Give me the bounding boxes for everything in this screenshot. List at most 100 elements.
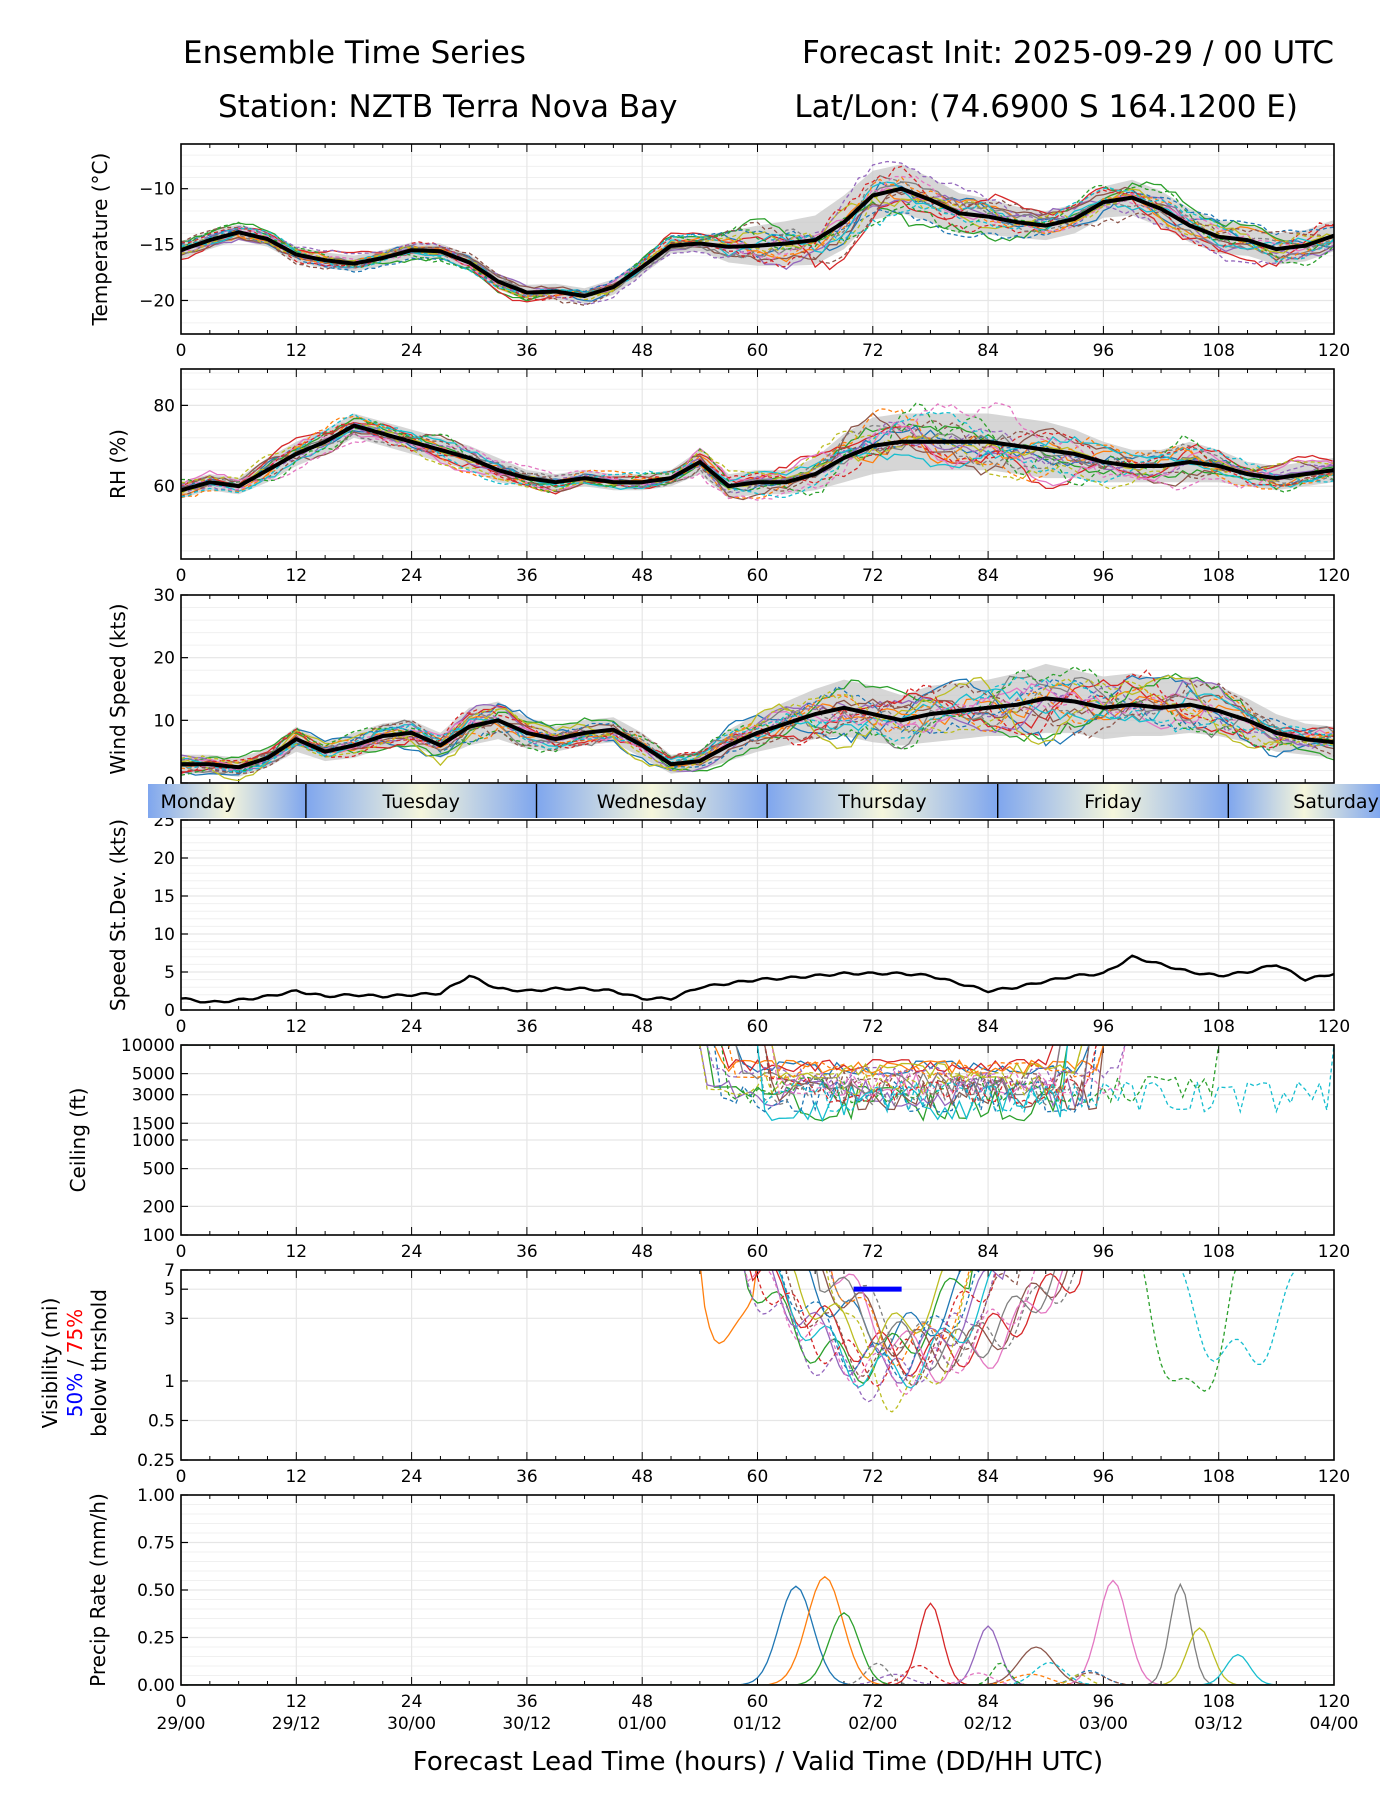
y-axis-label: Precip Rate (mm/h) [86,1493,110,1687]
x-tick-label: 96 [1093,1017,1115,1037]
y-tick-label: 0.25 [137,1629,175,1649]
x-tick-label: 60 [747,1017,769,1037]
x-tick-label: 24 [401,1692,423,1712]
member-line-16 [181,679,1334,775]
x-tick-label: 84 [977,341,999,361]
x-tick-label: 108 [1202,1017,1234,1037]
x-tick-label: 60 [747,1692,769,1712]
x-tick-label: 48 [631,1242,653,1262]
member-line-10 [181,181,1334,297]
x-tick-label: 120 [1318,1017,1350,1037]
member-line-14 [181,165,1334,302]
x-tick-label: 0 [176,1242,187,1262]
y-tick-label: 15 [153,887,175,907]
ceiling-member-line-20 [181,1045,1334,1114]
day-band-segment [767,784,998,818]
day-label-thursday: Thursday [837,791,926,813]
panel-border [180,594,1335,784]
x-valid-time-label: 01/12 [733,1714,782,1734]
x-tick-label: 12 [285,1242,307,1262]
x-tick-label: 24 [401,1017,423,1037]
x-tick-label: 48 [631,1467,653,1487]
x-valid-time-label: 03/00 [1079,1714,1128,1734]
precip-member-line-7 [181,1579,1334,1685]
x-tick-label: 24 [401,341,423,361]
plot-area [181,160,1334,306]
day-band-segment [148,784,306,818]
x-tick-label: 0 [176,1017,187,1037]
x-tick-label: 84 [977,1242,999,1262]
x-tick-label: 12 [285,1467,307,1487]
visibility-member-line-3 [743,1270,973,1385]
x-tick-label: 120 [1318,341,1350,361]
panel-visibility: 0.25 0.5 1 3 57 0 12 24 36 48 60 72 84 96 108 120 [137,1261,1350,1487]
x-tick-label: 108 [1202,566,1234,586]
x-tick-label: 96 [1093,1242,1115,1262]
y-tick-label: 10 [153,711,175,731]
x-tick-label: 48 [631,341,653,361]
title-left-line2: Station: NZTB Terra Nova Bay [218,89,678,125]
x-valid-time-label: 30/12 [502,1714,551,1734]
legend-50-percent: 50% [63,1373,87,1417]
y-tick-label: 7 [164,1261,175,1281]
y-tick-label: 3 [164,1309,175,1329]
ensemble-mean-line [181,696,1334,770]
x-tick-label: 24 [401,566,423,586]
legend-separator: / [63,1353,87,1372]
visibility-member-line-4 [749,1270,1084,1377]
y-tick-label: −20 [139,291,175,311]
x-tick-label: 72 [862,566,884,586]
member-line-20 [181,411,1334,499]
ceiling-member-line-13 [181,1045,1334,1105]
x-tick-label: 0 [176,341,187,361]
day-band-segment [536,784,768,818]
day-label-tuesday: Tuesday [382,791,460,813]
x-tick-label: 60 [747,566,769,586]
x-valid-time-label: 03/12 [1194,1714,1243,1734]
y-tick-label: 10000 [121,1036,175,1056]
x-tick-label: 36 [516,341,538,361]
plot-area [181,1575,1334,1685]
y-tick-label: 200 [143,1197,175,1217]
ensemble-spread-band [181,663,1334,777]
precip-member-line-1 [181,1585,1334,1685]
y-tick-label: 0 [164,1001,175,1021]
panel-border [180,1044,1335,1236]
plot-area [181,402,1334,501]
y-tick-label: 5000 [132,1065,175,1085]
visibility-ylabel: Visibility (mi) [38,1298,62,1429]
x-tick-label: 108 [1202,341,1234,361]
y-tick-label: 20 [153,849,175,869]
plot-area [181,663,1334,782]
visibility-ylabel-line3: below thrshold [87,1289,111,1437]
x-tick-label: 60 [747,1242,769,1262]
x-tick-label: 96 [1093,566,1115,586]
y-axis-label: Wind Speed (kts) [106,603,130,774]
member-line-11 [181,191,1334,295]
plot-area [181,1045,1334,1123]
day-label-friday: Friday [1084,791,1142,813]
day-label-wednesday: Wednesday [597,791,707,813]
ceiling-member-line-2 [181,1045,1334,1075]
panel-temperature: −20 −15 −10 0 12 24 36 48 60 72 84 96 108 120 Temperat… [88,143,1350,361]
x-tick-label: 36 [516,566,538,586]
panel-border [180,368,1335,560]
x-valid-time-label: 29/00 [157,1714,206,1734]
x-tick-label: 72 [862,1467,884,1487]
member-line-15 [181,420,1334,494]
x-tick-label: 48 [631,566,653,586]
x-tick-label: 120 [1318,1692,1350,1712]
x-tick-label: 72 [862,341,884,361]
ensemble-spread-band [181,413,1334,499]
day-band-segment [997,784,1229,818]
panel-border [180,819,1335,1011]
x-valid-time-label: 02/12 [964,1714,1013,1734]
panel-border [180,1494,1335,1686]
x-tick-label: 72 [862,1017,884,1037]
visibility-threshold-legend: 50% / 75% [63,1309,87,1417]
y-tick-label: 3000 [132,1086,175,1106]
ensemble-mean-line [181,186,1334,298]
y-axis-label: Temperature (°C) [88,153,112,327]
x-tick-label: 12 [285,1692,307,1712]
